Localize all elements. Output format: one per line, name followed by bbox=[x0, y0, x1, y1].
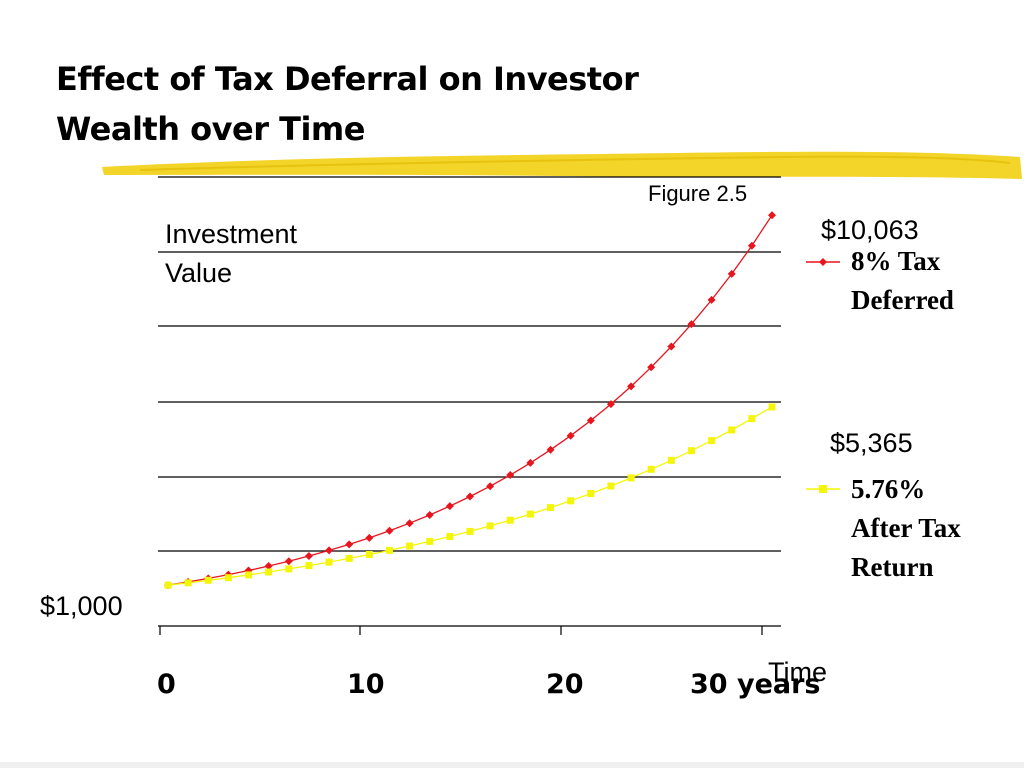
data-point bbox=[425, 511, 434, 519]
axes bbox=[158, 625, 781, 635]
data-point bbox=[586, 416, 595, 425]
data-point bbox=[385, 526, 394, 535]
data-point bbox=[265, 568, 273, 576]
data-point bbox=[747, 241, 756, 250]
data-point bbox=[627, 382, 636, 391]
data-point bbox=[587, 490, 595, 497]
data-point bbox=[768, 211, 776, 220]
data-point bbox=[627, 474, 635, 482]
data-point bbox=[284, 557, 293, 566]
data-point bbox=[727, 269, 736, 278]
legend-series-a-line2: Deferred bbox=[851, 285, 954, 315]
data-point bbox=[345, 540, 354, 549]
data-point bbox=[566, 431, 575, 440]
data-point bbox=[305, 562, 313, 570]
legend-series-b-line3: Return bbox=[851, 552, 934, 582]
data-point bbox=[245, 571, 253, 579]
y-axis-label-line1: Investment bbox=[165, 219, 298, 249]
data-point bbox=[606, 400, 615, 409]
series-layer bbox=[164, 211, 840, 590]
data-point bbox=[446, 533, 454, 540]
data-point bbox=[506, 471, 515, 479]
legend-swatch-b bbox=[806, 485, 840, 493]
data-point bbox=[406, 542, 414, 550]
data-point bbox=[707, 295, 716, 304]
highlighter-stroke bbox=[102, 151, 1022, 179]
data-point bbox=[486, 482, 495, 491]
data-point bbox=[607, 482, 615, 490]
series-b-end-label: $5,365 bbox=[830, 428, 913, 458]
data-point bbox=[567, 497, 575, 505]
start-value-label: $1,000 bbox=[40, 591, 123, 621]
x-axis-label: Time bbox=[768, 657, 827, 687]
data-point bbox=[486, 522, 494, 530]
legend-series-b: 5.76% After Tax Return bbox=[851, 470, 961, 587]
data-point bbox=[325, 546, 334, 555]
data-point bbox=[687, 320, 696, 329]
figure-label: Figure 2.5 bbox=[648, 181, 748, 206]
legend-series-a-line1: 8% Tax bbox=[851, 246, 941, 276]
data-point bbox=[304, 552, 313, 560]
legend-series-b-line1: 5.76% bbox=[851, 474, 926, 504]
data-point bbox=[345, 554, 353, 562]
legend-marker bbox=[819, 485, 827, 493]
y-axis-label-line2: Value bbox=[165, 258, 233, 288]
data-point bbox=[224, 574, 232, 582]
data-point bbox=[667, 342, 676, 351]
data-point bbox=[365, 551, 373, 558]
data-point bbox=[506, 516, 514, 524]
data-point bbox=[184, 579, 192, 587]
data-point bbox=[365, 533, 374, 542]
legend-swatch-a bbox=[806, 258, 840, 266]
data-point bbox=[285, 565, 293, 573]
data-point bbox=[667, 456, 675, 464]
x-tick-label-30: 30 years bbox=[690, 669, 821, 700]
series-b bbox=[164, 403, 776, 589]
data-point bbox=[647, 363, 656, 372]
x-tick-label-20: 20 bbox=[546, 669, 584, 700]
series-a-end-label: $10,063 bbox=[821, 215, 919, 245]
data-point bbox=[647, 465, 655, 473]
data-point bbox=[547, 504, 555, 512]
data-point bbox=[687, 447, 695, 455]
data-point bbox=[466, 527, 474, 535]
data-point bbox=[204, 576, 212, 584]
x-tick-label-0: 0 bbox=[157, 669, 176, 700]
x-tick-label-10: 10 bbox=[347, 669, 385, 700]
data-point bbox=[426, 537, 434, 545]
data-point bbox=[768, 403, 776, 411]
bottom-bar bbox=[0, 762, 1024, 768]
legend-series-b-line2: After Tax bbox=[851, 513, 961, 543]
data-point bbox=[325, 558, 333, 566]
data-point bbox=[385, 546, 393, 554]
slide-title-line1: Effect of Tax Deferral on Investor bbox=[56, 60, 639, 98]
data-point bbox=[445, 502, 454, 511]
data-point bbox=[405, 519, 414, 528]
data-point bbox=[728, 426, 736, 434]
gridlines bbox=[158, 176, 781, 552]
legend-marker bbox=[819, 258, 827, 266]
legend-series-a: 8% Tax Deferred bbox=[851, 242, 954, 320]
data-point bbox=[748, 415, 756, 423]
data-point bbox=[526, 510, 534, 518]
data-point bbox=[466, 492, 474, 501]
highlighter-stroke-band bbox=[102, 151, 1022, 179]
data-point bbox=[546, 445, 555, 454]
slide-title-line2: Wealth over Time bbox=[56, 110, 365, 148]
highlighter-stroke-streak bbox=[139, 155, 1011, 171]
slide-title: Effect of Tax Deferral on Investor Wealt… bbox=[56, 54, 816, 154]
data-point bbox=[708, 437, 716, 445]
data-point bbox=[526, 458, 535, 467]
data-point bbox=[264, 562, 273, 570]
y-axis-label: Investment Value bbox=[165, 215, 297, 293]
data-point bbox=[164, 581, 172, 589]
